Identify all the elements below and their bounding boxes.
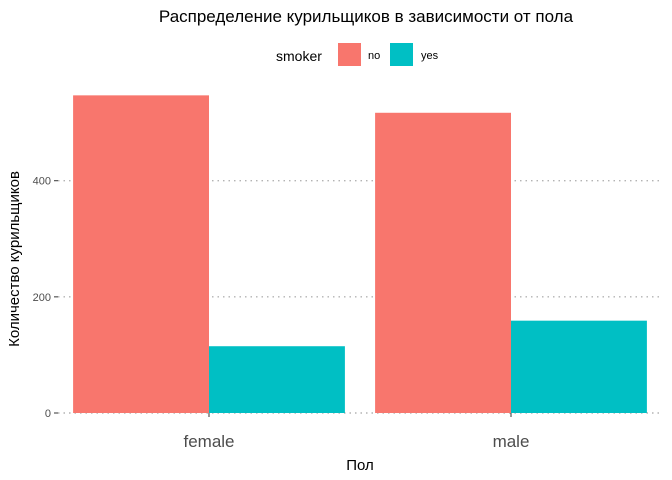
x-axis-label: Пол xyxy=(346,457,374,474)
legend-title: smoker xyxy=(276,48,322,64)
bar-male-no xyxy=(375,112,511,413)
legend: smoker no yes xyxy=(276,43,439,66)
legend-label-no: no xyxy=(368,50,380,62)
bar-layer xyxy=(73,95,647,413)
y-tick-label: 0 xyxy=(45,408,51,420)
legend-key-no xyxy=(338,43,361,66)
y-tick-label: 400 xyxy=(33,176,51,188)
x-tick-label-male: male xyxy=(493,432,530,451)
y-axis-label: Количество курильщиков xyxy=(6,171,23,347)
y-tick-layer: 0 200 400 xyxy=(33,176,58,420)
y-tick-label: 200 xyxy=(33,292,51,304)
x-tick-label-female: female xyxy=(183,432,234,451)
legend-label-yes: yes xyxy=(421,50,439,62)
legend-key-yes xyxy=(390,43,413,66)
chart-title: Распределение курильщиков в зависимости … xyxy=(159,7,574,26)
bar-female-no xyxy=(73,95,209,413)
x-tick-layer: female male xyxy=(183,413,529,451)
bar-male-yes xyxy=(511,320,647,413)
bar-female-yes xyxy=(209,346,345,413)
